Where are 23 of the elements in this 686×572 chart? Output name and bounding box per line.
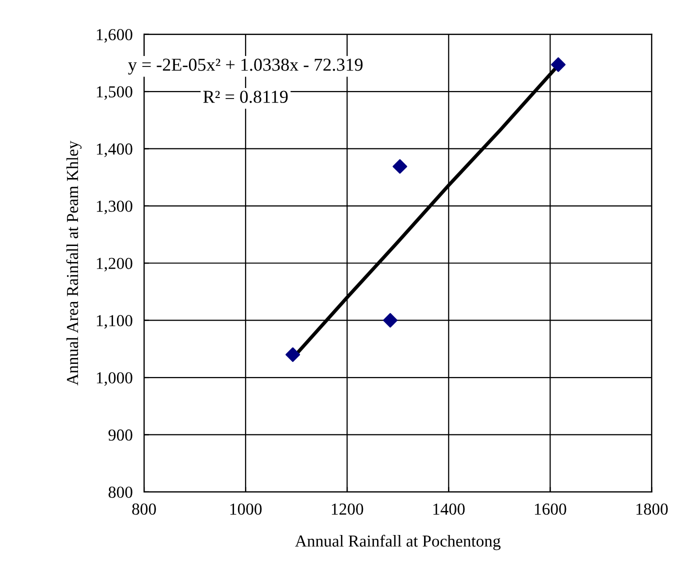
x-tick-label: 1200 — [332, 504, 364, 515]
annotation: y = -2E-05x² + 1.0338x - 72.319 — [128, 58, 363, 75]
x-tick-label: 1000 — [230, 504, 262, 515]
point — [392, 159, 408, 174]
point — [551, 57, 566, 72]
point — [382, 313, 398, 328]
x-tick-label: 1800 — [636, 504, 668, 515]
y-tick-label: 1,600 — [96, 29, 132, 43]
y-axis-title: Annual Area Rainfall at Peam Khley — [66, 140, 82, 386]
x-tick-label: 1600 — [534, 504, 566, 515]
y-tick-label: 900 — [108, 429, 132, 441]
x-tick-label: 800 — [132, 504, 156, 515]
y-tick-label: 1,400 — [96, 143, 132, 158]
y-tick-label: 1,300 — [96, 200, 132, 214]
y-tick-label: 1,200 — [96, 258, 132, 272]
point — [286, 347, 300, 362]
y-tick-label: 800 — [108, 486, 132, 498]
x-tick-label: 1400 — [433, 504, 465, 515]
x-axis-title: Annual Rainfall at Pochentong — [295, 534, 501, 550]
annotation: R² = 0.8119 — [203, 90, 288, 103]
y-tick-label: 1,500 — [96, 86, 132, 100]
y-tick-label: 1,000 — [96, 372, 132, 386]
y-tick-label: 1,100 — [96, 315, 132, 329]
